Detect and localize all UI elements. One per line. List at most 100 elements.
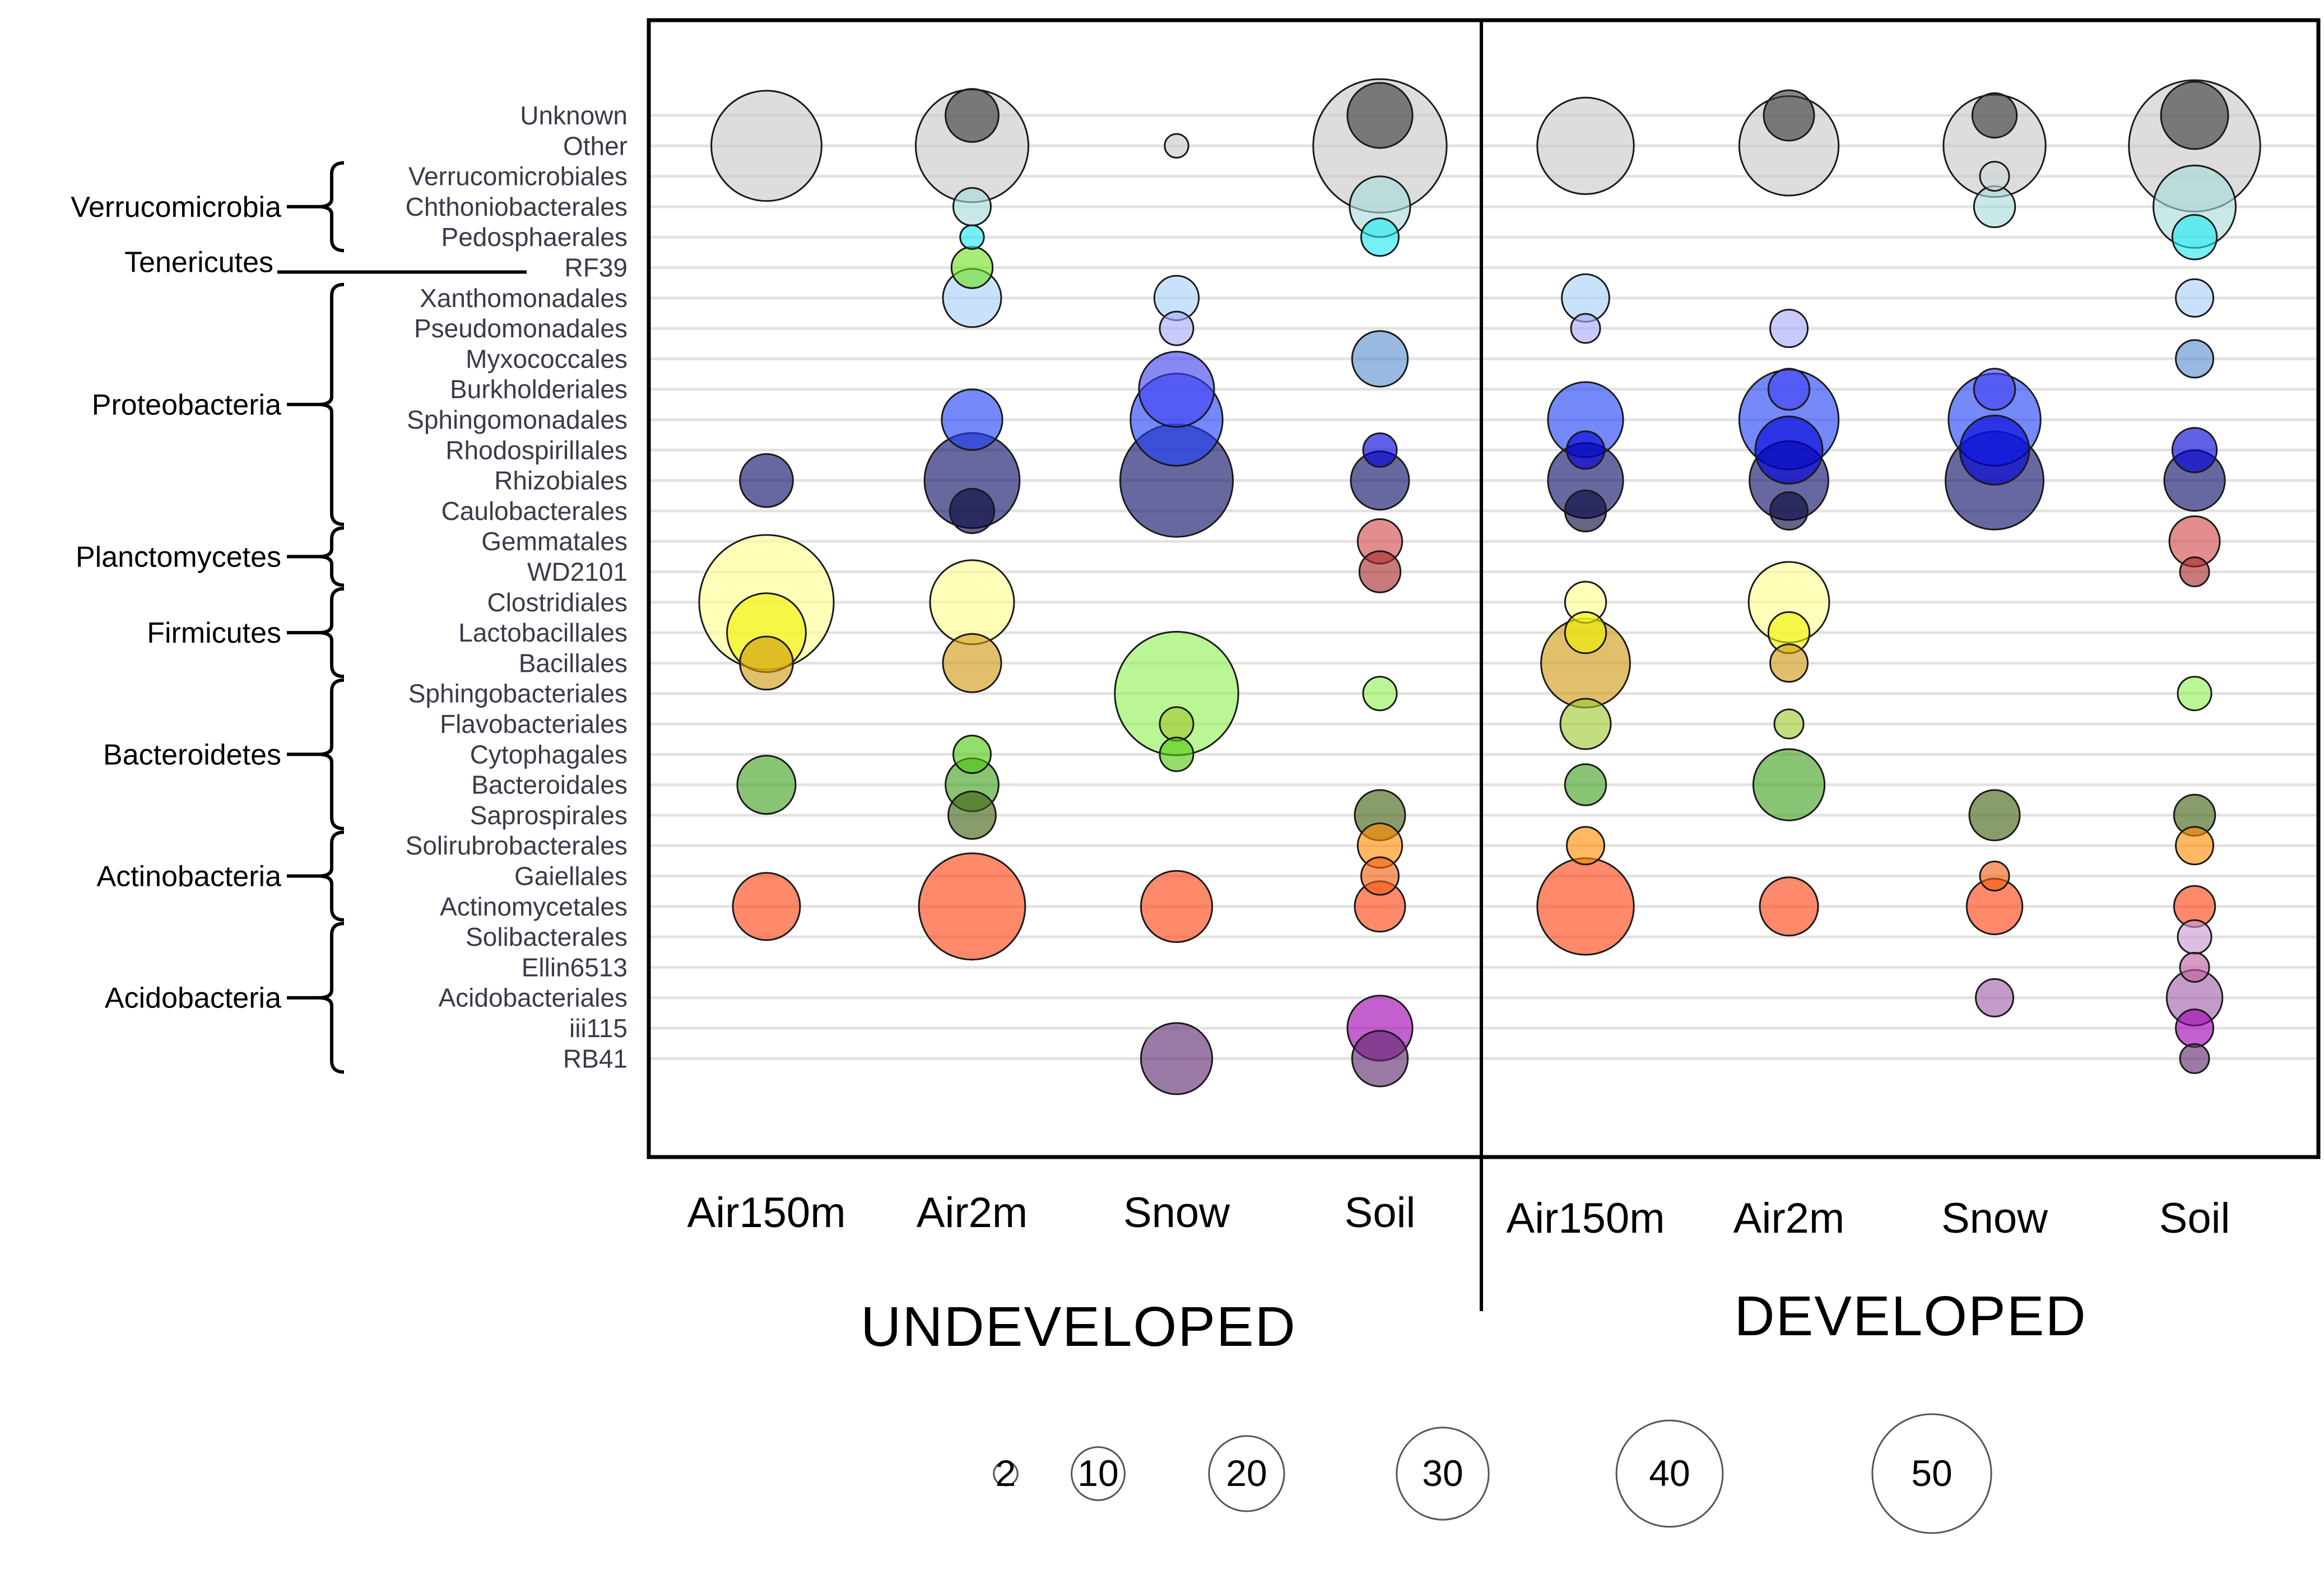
data-bubble [1360,217,1400,257]
data-bubble [1754,415,1824,485]
phylum-label: Actinobacteria [96,861,281,893]
data-bubble [1351,330,1409,388]
data-bubble [2179,556,2210,587]
row-label: Rhizobiales [494,466,628,495]
data-bubble [1362,432,1398,468]
phylum-label: Bacteroidetes [103,738,281,771]
data-bubble [1979,161,2010,192]
data-bubble [1351,1030,1409,1088]
column-label: Air2m [1733,1195,1844,1242]
size-legend-circle [1615,1419,1724,1528]
row-label: Pedosphaerales [441,222,628,252]
data-bubble [1346,82,1414,149]
row-label: Solirubrobacterales [406,831,628,860]
data-bubble [1971,92,2018,139]
row-label: WD2101 [527,558,628,587]
data-bubble [1358,550,1402,593]
phylum-bracket [318,587,345,679]
size-legend-label: 20 [1226,1452,1267,1494]
size-legend-circle [1208,1435,1285,1512]
phylum-bracket [318,526,345,587]
column-label: Snow [1941,1195,2048,1242]
row-label: Cytophagales [470,740,628,769]
row-label: Actinomycetales [440,892,628,921]
size-legend-label: 2 [996,1452,1016,1494]
row-label: iii115 [569,1014,628,1043]
data-bubble [2179,951,2210,983]
data-bubble [1564,489,1607,533]
data-bubble [1763,89,1815,142]
phylum-label: Acidobacteria [105,982,281,1015]
data-bubble [918,852,1026,961]
data-bubble [1968,789,2021,842]
data-bubble [952,187,992,226]
column-label: Soil [1345,1189,1416,1237]
data-bubble [1759,876,1819,937]
data-bubble [1973,368,2016,411]
data-bubble [1536,857,1635,956]
data-bubble [1773,708,1805,740]
data-bubble [1159,310,1194,346]
row-label: Rhodospirillales [445,435,628,464]
column-label: Snow [1123,1189,1230,1237]
data-bubble [1564,611,1607,654]
data-bubble [2175,278,2214,318]
phylum-bracket [318,830,345,922]
data-bubble [2175,826,2214,866]
row-label: Lactobacillales [458,618,628,647]
row-label: Burkholderiales [450,375,628,404]
data-bubble [1536,96,1635,195]
row-label: Sphingomonadales [407,405,628,434]
data-bubble [1164,133,1189,159]
data-bubble [1140,870,1214,943]
data-bubble [2175,1009,2214,1048]
data-bubble [1973,185,2016,229]
row-label: Verrucomicrobiales [408,162,628,191]
row-label: Sphingobacteriales [408,679,628,708]
data-bubble [2177,919,2213,955]
data-bubble [2177,676,2213,712]
data-bubble [950,246,994,289]
phylum-bracket [318,161,345,253]
data-bubble [1159,706,1194,742]
data-bubble [945,88,1000,143]
data-bubble [2179,1043,2210,1074]
data-bubble [941,388,1003,451]
size-legend-circle [1071,1446,1126,1501]
row-label: Other [563,131,628,160]
phylum-label: Verrucomicrobia [71,191,281,224]
row-label: Flavobacteriales [440,709,628,738]
data-bubble [1362,676,1398,712]
row-label: RB41 [563,1044,628,1073]
data-bubble [1566,430,1605,470]
phylum-label: Planctomycetes [76,541,281,573]
data-bubble [739,635,794,691]
data-bubble [1959,415,2030,486]
column-label: Air150m [1507,1195,1665,1242]
row-label: Solibacterales [466,922,628,951]
column-label: Air2m [917,1189,1028,1237]
data-bubble [1769,643,1809,683]
row-label: Clostridiales [487,588,628,617]
data-bubble [959,224,985,250]
data-bubble [2175,339,2214,379]
data-bubble [1979,861,2010,891]
data-bubble [1564,763,1607,806]
data-bubble [1975,978,2014,1018]
data-bubble [2171,214,2218,261]
size-legend-circle [993,1461,1019,1487]
row-label: Xanthomonadales [420,284,628,313]
data-bubble [732,872,801,941]
data-bubble [736,755,797,815]
data-bubble [949,487,996,535]
plot-frame [647,18,2321,1159]
data-bubble [1570,313,1601,344]
row-label: Bacteroidales [471,770,628,800]
size-legend-label: 10 [1077,1452,1118,1494]
data-bubble [947,791,997,840]
size-legend-label: 30 [1422,1452,1463,1494]
data-bubble [952,735,992,774]
row-label: Bacillales [519,648,628,677]
phylum-bracket [318,282,345,526]
row-label: Myxococcales [466,344,628,373]
